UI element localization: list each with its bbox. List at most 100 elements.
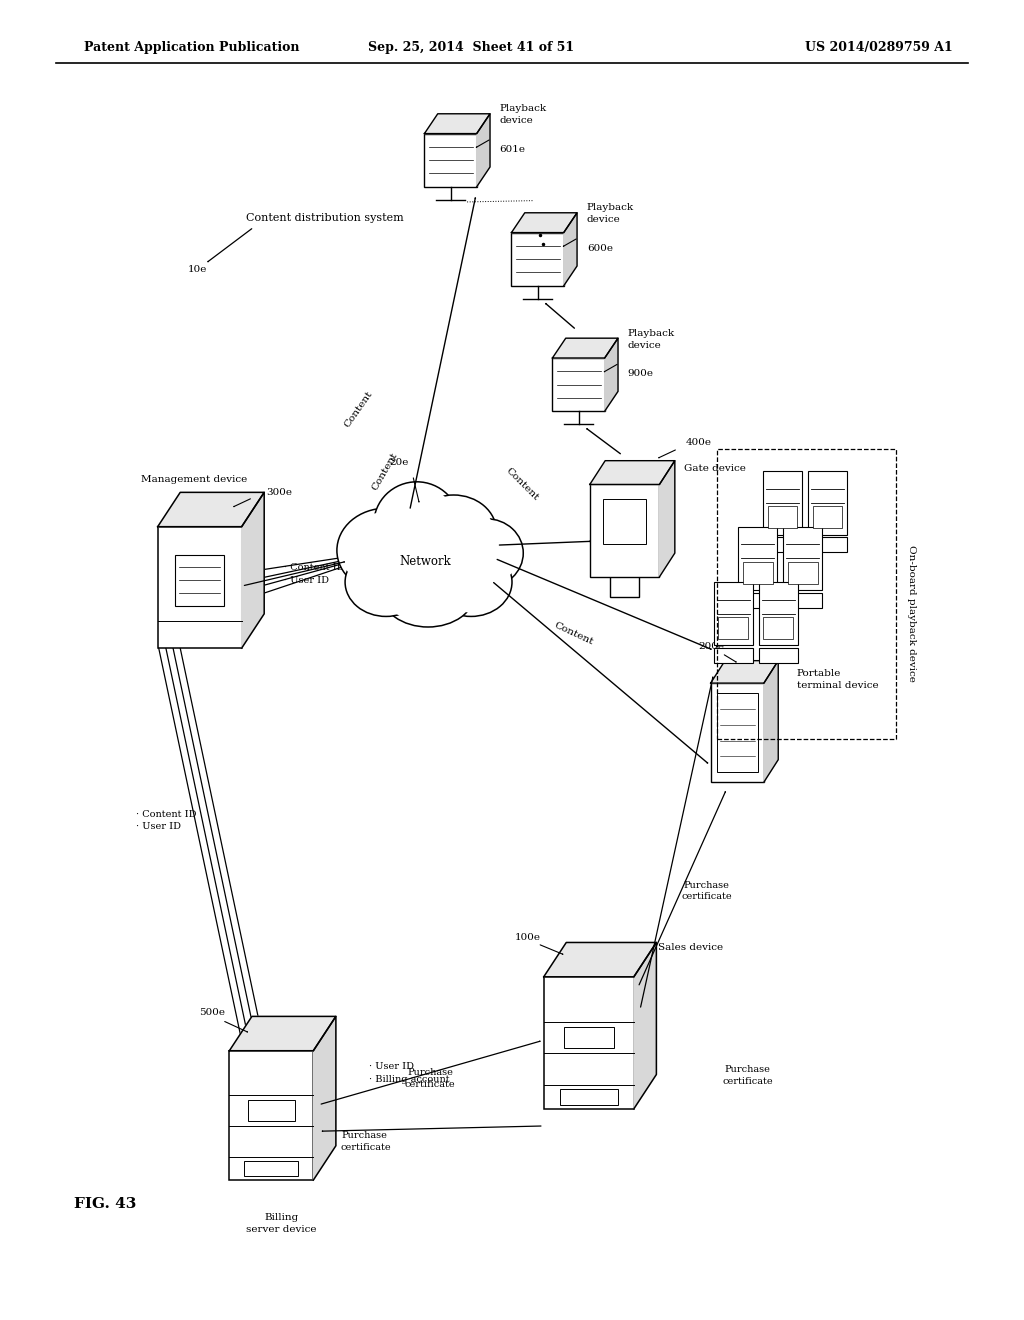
Bar [610,531,639,597]
Text: 200e: 200e [698,643,725,651]
Ellipse shape [348,552,424,612]
Text: 10e: 10e [188,265,207,273]
Polygon shape [511,213,578,232]
Bar [738,593,777,607]
Text: 400e: 400e [686,438,712,446]
Bar [245,1160,298,1176]
Bar [590,484,659,577]
Ellipse shape [414,499,494,565]
Text: 600e: 600e [587,244,612,252]
Text: US 2014/0289759 A1: US 2014/0289759 A1 [805,41,952,54]
Text: 500e: 500e [199,1008,225,1016]
Ellipse shape [377,486,457,562]
Polygon shape [229,1016,336,1051]
Text: Playback
device: Playback device [500,104,547,125]
Ellipse shape [345,548,427,616]
Polygon shape [634,942,656,1109]
Polygon shape [424,114,490,133]
Bar [759,648,798,663]
Text: Purchase
certificate: Purchase certificate [341,1131,391,1152]
Text: · Content ID
· User ID: · Content ID · User ID [284,564,344,585]
Ellipse shape [433,552,509,612]
Text: 900e: 900e [628,370,653,378]
Bar [560,1089,617,1105]
Polygon shape [242,492,264,648]
Text: Network: Network [399,554,451,568]
Bar [175,554,224,606]
Polygon shape [564,213,578,286]
Bar [788,561,817,583]
Bar [813,506,842,528]
Bar [711,682,764,781]
Text: 601e: 601e [500,145,525,153]
Text: On-board playback device: On-board playback device [907,545,915,682]
Text: 20e: 20e [390,458,409,466]
Bar [511,232,564,286]
Polygon shape [544,942,656,977]
Ellipse shape [430,548,512,616]
Text: Sep. 25, 2014  Sheet 41 of 51: Sep. 25, 2014 Sheet 41 of 51 [368,41,574,54]
Bar [743,561,772,583]
Text: Content: Content [504,466,541,503]
Bar [768,506,797,528]
Text: Management device: Management device [141,475,248,483]
Ellipse shape [453,523,520,583]
Bar [759,582,798,645]
Text: Playback
device: Playback device [628,329,675,350]
Bar [714,582,753,645]
Bar [717,449,896,739]
Bar [563,1027,614,1048]
Bar [717,693,758,772]
Polygon shape [552,338,618,358]
Text: Sales device: Sales device [658,944,724,952]
Text: Content: Content [343,389,374,429]
Text: 300e: 300e [266,488,292,496]
Polygon shape [605,338,618,412]
Polygon shape [477,114,490,186]
Polygon shape [764,660,778,781]
Bar [424,133,477,186]
Polygon shape [313,1016,336,1180]
Polygon shape [711,660,778,684]
Text: FIG. 43: FIG. 43 [74,1197,136,1210]
Text: Content: Content [371,450,399,492]
Ellipse shape [450,519,523,587]
Bar [603,499,646,544]
Polygon shape [158,492,264,527]
Text: · Content ID
· User ID: · Content ID · User ID [136,809,197,832]
Ellipse shape [381,558,475,627]
Text: Billing
server device: Billing server device [247,1213,316,1234]
Bar [763,471,802,535]
Text: Content distribution system: Content distribution system [246,213,403,223]
Bar [719,616,748,639]
Text: Purchase
certificate: Purchase certificate [722,1065,773,1086]
Bar [808,471,847,535]
Text: Playback
device: Playback device [587,203,634,224]
Bar [764,616,793,639]
Polygon shape [590,461,675,484]
Text: Purchase
certificate: Purchase certificate [404,1068,456,1089]
Text: Gate device: Gate device [684,465,745,473]
Text: Purchase
certificate: Purchase certificate [681,880,732,902]
Bar [229,1051,313,1180]
Text: · User ID
· Billing account: · User ID · Billing account [369,1063,450,1084]
Bar [552,358,605,412]
Bar [158,527,242,648]
Bar [738,527,777,590]
Text: Portable
terminal device: Portable terminal device [797,669,879,690]
Bar [544,977,634,1109]
Ellipse shape [384,562,472,623]
Bar [763,537,802,552]
Ellipse shape [374,482,460,566]
Ellipse shape [340,512,432,589]
Ellipse shape [411,495,497,569]
Text: Content: Content [552,620,595,647]
Bar [714,648,753,663]
Ellipse shape [337,508,435,593]
Text: Patent Application Publication: Patent Application Publication [84,41,299,54]
Bar [808,537,847,552]
Bar [248,1100,295,1121]
Polygon shape [659,461,675,577]
Bar [783,527,822,590]
Bar [783,593,822,607]
